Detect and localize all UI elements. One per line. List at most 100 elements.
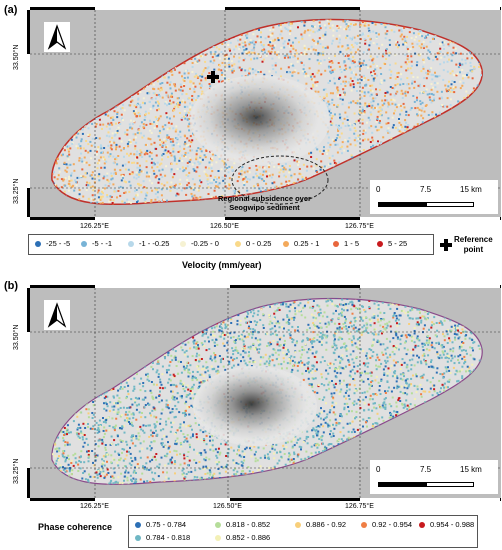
map-pixel xyxy=(110,79,113,82)
map-pixel xyxy=(320,73,323,76)
map-pixel xyxy=(374,68,377,71)
map-pixel xyxy=(260,186,263,189)
map-pixel xyxy=(338,34,341,37)
map-pixel xyxy=(467,19,470,22)
map-pixel xyxy=(246,180,249,183)
map-pixel xyxy=(97,91,99,94)
map-pixel xyxy=(188,97,191,100)
map-pixel xyxy=(174,105,177,108)
map-pixel xyxy=(120,140,123,143)
map-pixel xyxy=(189,106,192,109)
map-pixel xyxy=(320,160,323,163)
map-pixel xyxy=(217,33,220,36)
map-pixel xyxy=(170,206,172,208)
map-pixel xyxy=(98,137,101,140)
map-pixel xyxy=(420,154,423,157)
map-pixel xyxy=(203,170,206,173)
map-pixel xyxy=(230,30,233,33)
map-pixel xyxy=(221,71,224,74)
map-pixel xyxy=(97,82,100,85)
map-pixel xyxy=(94,209,96,211)
map-pixel xyxy=(134,133,137,136)
map-pixel xyxy=(314,185,317,188)
map-pixel xyxy=(148,100,151,103)
map-pixel xyxy=(488,152,490,154)
map-pixel xyxy=(192,168,195,170)
map-pixel xyxy=(357,177,360,180)
map-pixel xyxy=(400,65,403,68)
map-pixel xyxy=(207,193,210,195)
map-pixel xyxy=(172,101,175,104)
map-pixel xyxy=(350,23,353,25)
map-pixel xyxy=(451,137,454,140)
map-pixel xyxy=(151,166,154,169)
map-pixel xyxy=(175,19,178,22)
map-pixel xyxy=(161,48,164,51)
map-pixel xyxy=(464,102,467,105)
map-pixel xyxy=(119,206,121,208)
map-pixel xyxy=(183,155,186,157)
map-pixel xyxy=(75,57,78,60)
map-pixel xyxy=(212,33,215,36)
map-pixel xyxy=(89,80,92,83)
map-pixel xyxy=(265,182,268,185)
map-pixel xyxy=(48,179,50,181)
map-pixel xyxy=(278,175,281,178)
map-pixel xyxy=(431,163,434,165)
map-pixel xyxy=(113,34,116,37)
map-pixel xyxy=(215,41,217,44)
map-pixel xyxy=(208,167,211,170)
map-pixel xyxy=(144,23,147,26)
map-pixel xyxy=(84,149,87,152)
map-pixel xyxy=(178,57,180,60)
map-pixel xyxy=(368,44,371,47)
map-pixel xyxy=(226,57,229,60)
map-pixel xyxy=(442,139,445,142)
map-pixel xyxy=(296,180,299,183)
map-pixel xyxy=(223,163,226,166)
map-pixel xyxy=(113,188,116,191)
map-pixel xyxy=(336,151,339,154)
map-pixel xyxy=(181,32,184,35)
map-pixel xyxy=(176,33,179,36)
map-pixel xyxy=(264,49,267,52)
map-pixel xyxy=(221,35,224,38)
map-pixel xyxy=(405,114,408,116)
map-pixel xyxy=(372,169,375,172)
map-pixel xyxy=(421,136,424,139)
map-pixel xyxy=(139,78,141,81)
map-pixel xyxy=(319,25,321,28)
map-pixel xyxy=(71,132,74,135)
map-pixel xyxy=(443,142,446,144)
map-pixel xyxy=(69,67,71,70)
map-pixel xyxy=(430,101,433,104)
map-pixel xyxy=(60,186,63,189)
map-pixel xyxy=(83,83,86,85)
map-pixel xyxy=(86,181,88,184)
map-pixel xyxy=(300,190,303,193)
map-pixel xyxy=(173,159,176,162)
map-pixel xyxy=(148,80,151,83)
map-pixel xyxy=(315,197,318,200)
map-pixel xyxy=(479,98,482,101)
map-pixel xyxy=(220,17,222,19)
map-pixel xyxy=(189,87,191,90)
map-pixel xyxy=(310,87,313,90)
map-pixel xyxy=(428,68,431,71)
map-pixel xyxy=(111,31,113,34)
map-pixel xyxy=(421,148,424,151)
map-pixel xyxy=(371,131,374,134)
map-pixel xyxy=(248,43,251,46)
map-pixel xyxy=(165,91,168,94)
map-pixel xyxy=(278,19,281,22)
map-pixel xyxy=(439,31,442,34)
map-pixel xyxy=(101,188,104,191)
map-pixel xyxy=(425,71,428,74)
map-pixel xyxy=(157,135,160,138)
map-pixel xyxy=(199,159,202,162)
map-pixel xyxy=(379,120,381,122)
map-pixel xyxy=(82,93,85,96)
map-pixel xyxy=(404,40,407,43)
map-pixel xyxy=(131,87,134,90)
map-pixel xyxy=(451,140,454,143)
